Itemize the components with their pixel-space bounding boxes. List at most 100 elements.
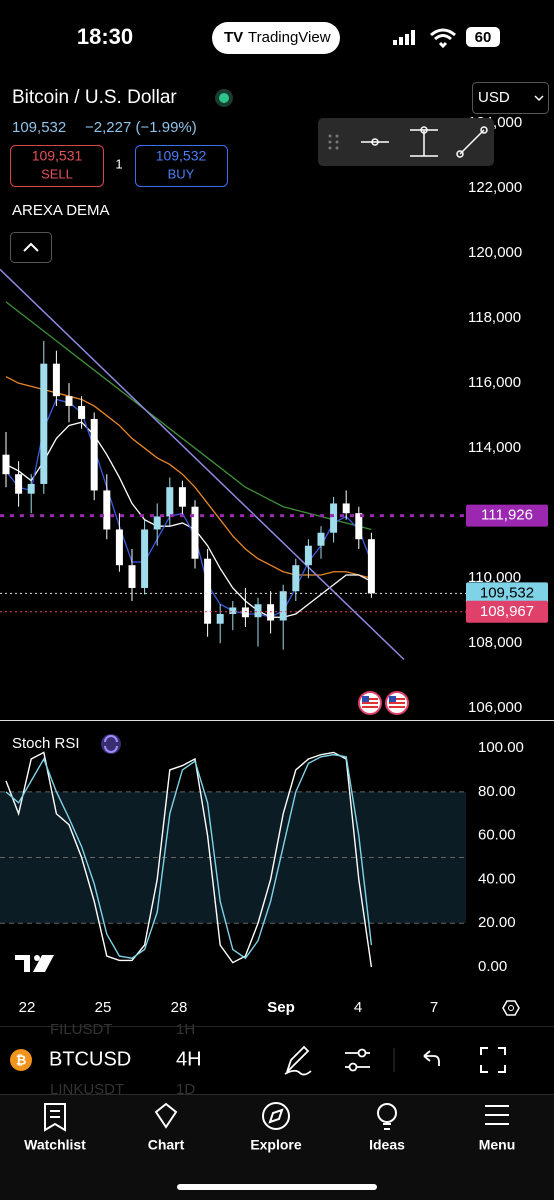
price-label-box bbox=[466, 504, 548, 527]
y-tick-label: 80.00 bbox=[478, 783, 516, 800]
moving-average bbox=[5, 421, 372, 618]
drawing-toolbar bbox=[318, 118, 494, 166]
tab-label[interactable]: Ideas bbox=[369, 1137, 405, 1153]
candle-body bbox=[153, 516, 161, 530]
candle-body bbox=[191, 506, 199, 559]
ghost-interval: 1D bbox=[176, 1081, 195, 1098]
y-tick-label: 20.00 bbox=[478, 914, 516, 931]
candle-body bbox=[204, 558, 212, 624]
ghost-symbol: LINKUSDT bbox=[50, 1081, 124, 1098]
candle-body bbox=[115, 529, 123, 566]
y-tick-label: 40.00 bbox=[478, 870, 516, 887]
tab-icons bbox=[44, 1102, 509, 1132]
price-label: 111,926 bbox=[481, 507, 533, 524]
settings-icon[interactable] bbox=[502, 1000, 520, 1016]
draw-button[interactable] bbox=[284, 1045, 312, 1076]
draw-tools[interactable] bbox=[361, 126, 488, 158]
x-tick-label: 28 bbox=[171, 999, 188, 1016]
candle-body bbox=[178, 487, 186, 507]
candle-body bbox=[2, 454, 10, 475]
tab-label[interactable]: Menu bbox=[479, 1137, 516, 1153]
btc-glyph: ₿ bbox=[16, 1052, 27, 1067]
collapse-button[interactable] bbox=[10, 232, 52, 263]
candle-body bbox=[229, 607, 237, 614]
price-pane: 124,000122,000120,000118,000116,000114,0… bbox=[0, 114, 548, 716]
app-logo: TV bbox=[224, 29, 243, 46]
moving-average bbox=[5, 376, 372, 579]
candle-body bbox=[342, 503, 350, 514]
home-indicator bbox=[177, 1184, 377, 1190]
time-axis: 22 25 28 Sep 4 7 bbox=[19, 999, 439, 1016]
event-flags bbox=[358, 691, 409, 715]
stoch-pane: 100.00 80.00 60.00 40.00 20.00 0.00 bbox=[0, 739, 524, 975]
y-tick-label: 0.00 bbox=[478, 958, 507, 975]
candle-body bbox=[65, 396, 73, 406]
candle-body bbox=[292, 565, 300, 592]
buy-price: 109,532 bbox=[156, 148, 207, 164]
signal bbox=[393, 30, 415, 45]
chevron-up bbox=[23, 242, 39, 252]
candle-body bbox=[52, 363, 60, 397]
dropdown-arrow bbox=[534, 95, 544, 102]
interval[interactable]: 4H bbox=[176, 1048, 202, 1070]
currency-select[interactable] bbox=[472, 82, 549, 114]
moving-average bbox=[5, 301, 372, 531]
tab-label[interactable]: Chart bbox=[148, 1137, 185, 1153]
y-tick-label: 110,000 bbox=[468, 569, 521, 586]
candle-body bbox=[279, 591, 287, 621]
clock: 18:30 bbox=[77, 24, 133, 49]
trendline bbox=[0, 268, 405, 661]
last-price: 109,532 bbox=[12, 119, 66, 136]
drag-handle bbox=[328, 134, 339, 150]
buy-button[interactable] bbox=[135, 145, 228, 187]
slider-knob bbox=[357, 1048, 367, 1058]
candle-body bbox=[40, 363, 48, 484]
candle-body bbox=[330, 503, 338, 533]
y-tick-label: 116,000 bbox=[468, 374, 521, 391]
candle-body bbox=[304, 545, 312, 566]
stoch-title: Stoch RSI bbox=[12, 735, 80, 752]
app-name: TradingView bbox=[248, 29, 331, 46]
settings-center bbox=[508, 1005, 514, 1011]
spread: 1 bbox=[115, 156, 122, 171]
tab-label[interactable]: Explore bbox=[250, 1137, 302, 1153]
symbol[interactable]: BTCUSD bbox=[49, 1048, 131, 1070]
y-tick-label: 114,000 bbox=[468, 439, 521, 456]
tv-watermark bbox=[15, 955, 54, 972]
indicator-name: AREXA DEMA bbox=[12, 202, 110, 219]
market-status bbox=[219, 93, 229, 103]
battery-level: 60 bbox=[475, 29, 492, 46]
candle-body bbox=[103, 490, 111, 530]
sell-button[interactable] bbox=[10, 145, 104, 187]
stoch-line bbox=[5, 751, 373, 968]
tab-label[interactable]: Watchlist bbox=[24, 1137, 86, 1153]
candle-body bbox=[367, 539, 375, 594]
stoch-line bbox=[5, 753, 373, 960]
candle-body bbox=[141, 529, 149, 588]
sell-price: 109,531 bbox=[32, 148, 83, 164]
price-label: 108,967 bbox=[480, 603, 534, 620]
ghost-symbol: FILUSDT bbox=[50, 1021, 113, 1038]
candle-body bbox=[90, 418, 98, 491]
y-tick-label: 122,000 bbox=[468, 179, 522, 196]
y-tick-label: 60.00 bbox=[478, 827, 516, 844]
x-tick-label: 7 bbox=[430, 999, 438, 1016]
candle-body bbox=[216, 613, 224, 624]
price-change: −2,227 (−1.99%) bbox=[85, 119, 197, 136]
fullscreen-button[interactable] bbox=[480, 1047, 506, 1073]
btc-icon bbox=[10, 1049, 32, 1071]
candle-body bbox=[128, 565, 136, 588]
candle-body bbox=[317, 532, 325, 546]
battery bbox=[466, 27, 500, 47]
tv-watermark-dot bbox=[34, 955, 40, 961]
undo-button[interactable] bbox=[423, 1050, 440, 1066]
x-tick-label: Sep bbox=[267, 999, 295, 1016]
sell-label: SELL bbox=[41, 166, 73, 181]
wifi bbox=[430, 28, 456, 49]
slider-knob bbox=[348, 1062, 358, 1072]
refresh-arrows bbox=[104, 735, 118, 753]
candle-body bbox=[78, 405, 86, 419]
symbol-title: Bitcoin / U.S. Dollar bbox=[12, 87, 177, 108]
